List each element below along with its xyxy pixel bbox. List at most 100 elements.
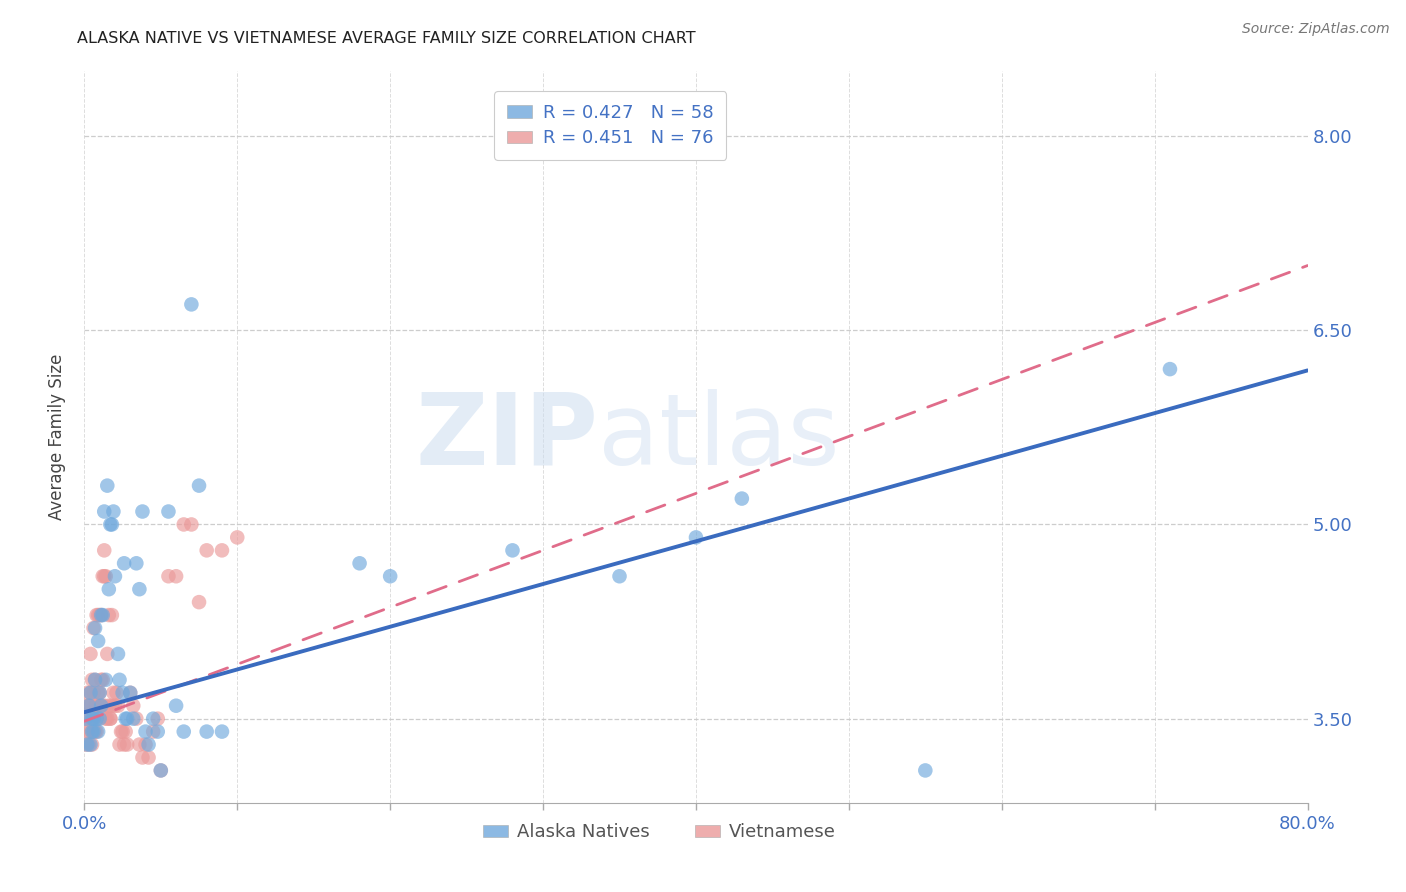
Point	[114, 724, 136, 739]
Point	[84, 673, 107, 687]
Point	[101, 517, 124, 532]
Point	[79, 698, 101, 713]
Point	[83, 724, 105, 739]
Point	[89, 686, 111, 700]
Point	[90, 698, 112, 713]
Point	[111, 686, 134, 700]
Point	[97, 608, 120, 623]
Point	[97, 698, 120, 713]
Point	[125, 712, 148, 726]
Point	[77, 698, 100, 713]
Point	[89, 712, 111, 726]
Point	[104, 569, 127, 583]
Point	[84, 673, 107, 687]
Point	[91, 673, 114, 687]
Point	[76, 698, 98, 713]
Point	[914, 764, 936, 778]
Point	[80, 712, 103, 726]
Point	[80, 673, 103, 687]
Point	[76, 738, 98, 752]
Point	[115, 712, 138, 726]
Point	[731, 491, 754, 506]
Point	[122, 698, 145, 713]
Point	[165, 698, 187, 713]
Point	[79, 738, 101, 752]
Point	[128, 582, 150, 597]
Point	[83, 621, 105, 635]
Point	[90, 608, 112, 623]
Point	[84, 724, 107, 739]
Point	[103, 686, 125, 700]
Text: Source: ZipAtlas.com: Source: ZipAtlas.com	[1241, 22, 1389, 37]
Point	[84, 698, 107, 713]
Point	[101, 698, 124, 713]
Point	[83, 712, 105, 726]
Point	[98, 712, 121, 726]
Point	[83, 712, 105, 726]
Point	[211, 543, 233, 558]
Point	[96, 647, 118, 661]
Point	[87, 724, 110, 739]
Point	[76, 724, 98, 739]
Point	[87, 608, 110, 623]
Point	[91, 569, 114, 583]
Point	[77, 738, 100, 752]
Point	[138, 738, 160, 752]
Point	[114, 712, 136, 726]
Point	[84, 621, 107, 635]
Point	[226, 530, 249, 544]
Point	[112, 738, 135, 752]
Point	[103, 504, 125, 518]
Point	[146, 712, 169, 726]
Point	[89, 608, 111, 623]
Point	[135, 738, 157, 752]
Point	[380, 569, 402, 583]
Point	[90, 608, 112, 623]
Point	[93, 543, 115, 558]
Point	[79, 686, 101, 700]
Point	[94, 673, 117, 687]
Point	[142, 712, 165, 726]
Point	[112, 557, 135, 571]
Point	[211, 724, 233, 739]
Point	[180, 297, 202, 311]
Point	[195, 543, 218, 558]
Point	[93, 569, 115, 583]
Point	[111, 724, 134, 739]
Point	[125, 557, 148, 571]
Point	[107, 698, 129, 713]
Point	[75, 712, 97, 726]
Point	[77, 698, 100, 713]
Point	[138, 750, 160, 764]
Point	[87, 686, 110, 700]
Point	[122, 712, 145, 726]
Point	[104, 698, 127, 713]
Point	[180, 517, 202, 532]
Point	[146, 724, 169, 739]
Point	[98, 712, 121, 726]
Point	[195, 724, 218, 739]
Point	[157, 569, 180, 583]
Point	[94, 569, 117, 583]
Point	[1159, 362, 1181, 376]
Point	[135, 724, 157, 739]
Point	[131, 750, 153, 764]
Point	[685, 530, 707, 544]
Point	[96, 712, 118, 726]
Point	[105, 686, 128, 700]
Point	[349, 557, 371, 571]
Point	[91, 608, 114, 623]
Point	[609, 569, 631, 583]
Text: atlas: atlas	[598, 389, 839, 485]
Point	[149, 764, 172, 778]
Text: ZIP: ZIP	[415, 389, 598, 485]
Point	[83, 686, 105, 700]
Point	[77, 724, 100, 739]
Point	[79, 647, 101, 661]
Point	[86, 712, 108, 726]
Y-axis label: Average Family Size: Average Family Size	[48, 354, 66, 520]
Point	[79, 686, 101, 700]
Point	[173, 724, 195, 739]
Point	[75, 738, 97, 752]
Point	[93, 698, 115, 713]
